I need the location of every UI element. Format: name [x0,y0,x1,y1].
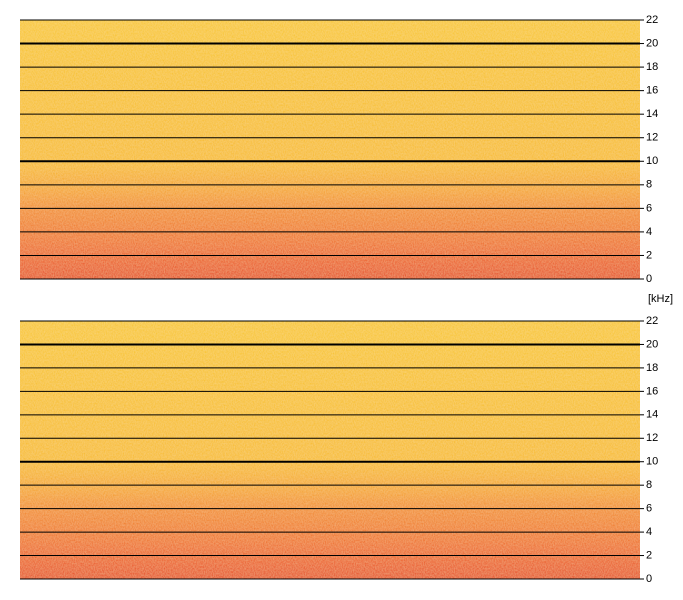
spectrogram-image [20,321,640,579]
y-tick-label: 8 [646,179,652,191]
y-tick-label: 18 [646,362,658,374]
y-tick-label: 16 [646,85,658,97]
y-tick-label: 2 [646,549,652,561]
y-tick-label: 6 [646,202,652,214]
y-tick-label: 16 [646,385,658,397]
y-tick-label: 22 [646,14,658,26]
y-tick-label: 6 [646,503,652,515]
spectrogram-image [20,20,640,279]
y-tick-label: 10 [646,155,658,167]
axis-unit: [kHz] [648,293,673,305]
y-tick-label: 20 [646,37,658,49]
y-tick-label: 12 [646,432,658,444]
y-tick-label: 2 [646,249,652,261]
y-tick-label: 18 [646,61,658,73]
y-tick-label: 14 [646,108,658,120]
y-tick-label: 8 [646,479,652,491]
y-tick-label: 12 [646,132,658,144]
y-tick-label: 14 [646,409,658,421]
y-tick-label: 4 [646,226,652,238]
y-tick-label: 0 [646,573,652,585]
y-tick-label: 0 [646,273,652,285]
y-tick-label: 10 [646,456,658,468]
y-tick-label: 4 [646,526,652,538]
y-tick-label: 20 [646,338,658,350]
y-tick-label: 22 [646,315,658,327]
